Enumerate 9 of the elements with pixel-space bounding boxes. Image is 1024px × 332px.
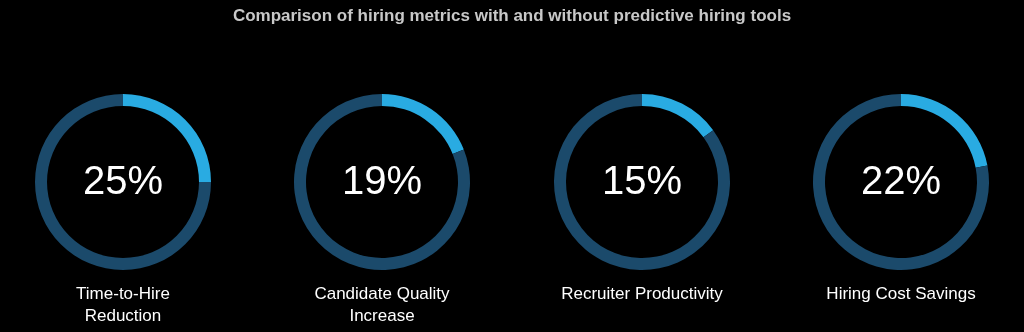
text: Time-to-Hire Reduction [76,284,170,325]
text: Candidate Quality Increase [314,284,451,325]
text: Recruiter Productivity [560,284,723,303]
data-label: 22% [860,158,942,202]
text: Hiring Cost Savings [826,284,976,303]
data-label: 25% [82,158,164,202]
data-label: 15% [601,158,682,202]
data-label: 19% [342,158,423,202]
text: Comparison of hiring metrics with and without predictive hiring tools [231,5,793,27]
